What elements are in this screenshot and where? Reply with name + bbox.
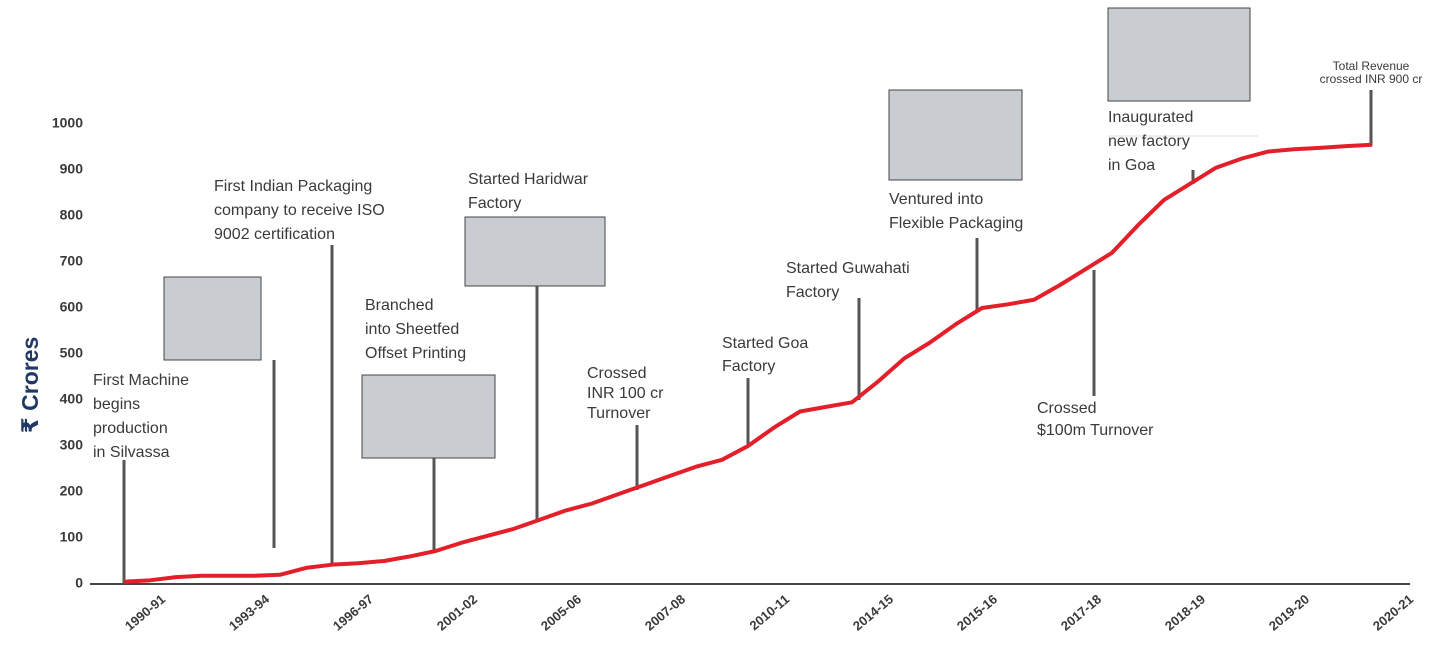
annotation: in Silvassa: [93, 444, 170, 461]
annotation: Factory: [468, 195, 521, 212]
annotation: company to receive ISO: [214, 202, 385, 219]
annotation: in Goa: [1108, 157, 1155, 174]
y-axis-title: ₹ Crores: [17, 337, 43, 434]
y-tick-label: 900: [60, 161, 84, 177]
annotation: 9002 certification: [214, 226, 335, 243]
y-tick-label: 1000: [52, 115, 83, 131]
annotation: into Sheetfed: [365, 321, 459, 338]
x-tick-label: 2020-21: [1370, 591, 1416, 633]
y-tick-label: 700: [60, 253, 84, 269]
photo: [1108, 8, 1250, 101]
annotation: Started Haridwar: [468, 171, 589, 188]
annotation: begins: [93, 396, 140, 413]
x-tick-label: 1990-91: [122, 591, 168, 633]
annotation: Ventured into: [889, 191, 983, 208]
annotation: INR 100 cr: [587, 385, 664, 402]
y-tick-label: 600: [60, 299, 84, 315]
x-tick-label: 2015-16: [954, 591, 1000, 633]
annotation: new factory: [1108, 133, 1190, 150]
y-tick-label: 200: [60, 483, 84, 499]
y-tick-label: 400: [60, 391, 84, 407]
annotation: Total Revenue: [1333, 59, 1410, 73]
annotation: Crossed: [1037, 400, 1097, 417]
annotation: crossed INR 900 cr: [1320, 72, 1423, 86]
x-tick-label: 2018-19: [1162, 591, 1208, 633]
photo: [889, 90, 1022, 180]
annotation: Started Guwahati: [786, 260, 910, 277]
x-tick-label: 2001-02: [434, 591, 480, 633]
photo: [164, 277, 261, 360]
annotation: Factory: [722, 358, 775, 375]
x-tick-label: 2017-18: [1058, 591, 1104, 633]
annotation: Inaugurated: [1108, 109, 1193, 126]
x-tick-label: 2005-06: [538, 591, 584, 633]
annotation: Turnover: [587, 405, 651, 422]
annotation: Flexible Packaging: [889, 215, 1023, 232]
y-tick-label: 100: [60, 529, 84, 545]
x-tick-label: 2010-11: [746, 591, 792, 633]
x-tick-label: 2014-15: [850, 591, 896, 633]
annotation: Crossed: [587, 365, 647, 382]
chart: ₹ Crores 0 100 200 300 400 500 600 700 800 900 100…: [0, 0, 1439, 659]
x-tick-label: 1996-97: [330, 591, 376, 633]
y-tick-label: 800: [60, 207, 84, 223]
annotation: Branched: [365, 297, 434, 314]
photo: [362, 375, 495, 458]
y-tick-label: 0: [75, 575, 83, 591]
photo: [465, 217, 605, 286]
annotation: First Machine: [93, 372, 189, 389]
annotation: Started Goa: [722, 335, 808, 352]
annotation: Factory: [786, 284, 839, 301]
x-tick-label: 2019-20: [1266, 591, 1312, 633]
y-tick-label: 500: [60, 345, 84, 361]
annotation: First Indian Packaging: [214, 178, 372, 195]
annotation: $100m Turnover: [1037, 422, 1154, 439]
y-tick-label: 300: [60, 437, 84, 453]
annotation: Offset Printing: [365, 345, 466, 362]
x-tick-label: 2007-08: [642, 591, 688, 633]
x-tick-label: 1993-94: [226, 591, 273, 634]
annotation: production: [93, 420, 168, 437]
